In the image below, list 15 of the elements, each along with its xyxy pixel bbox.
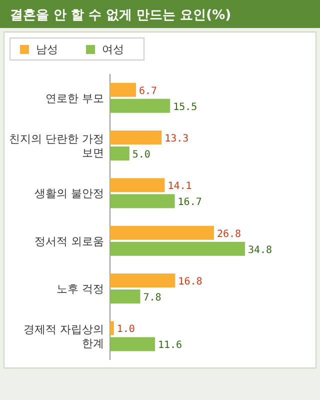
- data-label: 13.3: [164, 134, 189, 144]
- legend-label: 남성: [36, 43, 58, 56]
- data-label: 16.8: [178, 276, 202, 288]
- title: 결혼을 안 할 수 없게 만드는 요인(%): [10, 8, 232, 23]
- data-label: 34.8: [248, 244, 272, 256]
- data-label: 11.6: [158, 340, 182, 352]
- data-label: 1.0: [116, 324, 135, 336]
- legend-label: 여성: [102, 43, 124, 56]
- data-label: 16.7: [178, 197, 202, 208]
- data-label: 15.5: [173, 102, 198, 113]
- data-label: 5.0: [132, 150, 150, 160]
- data-label: 6.7: [138, 86, 158, 97]
- data-label: 26.8: [216, 228, 242, 240]
- data-label: 14.1: [168, 181, 192, 192]
- data-label: 7.8: [143, 292, 162, 304]
